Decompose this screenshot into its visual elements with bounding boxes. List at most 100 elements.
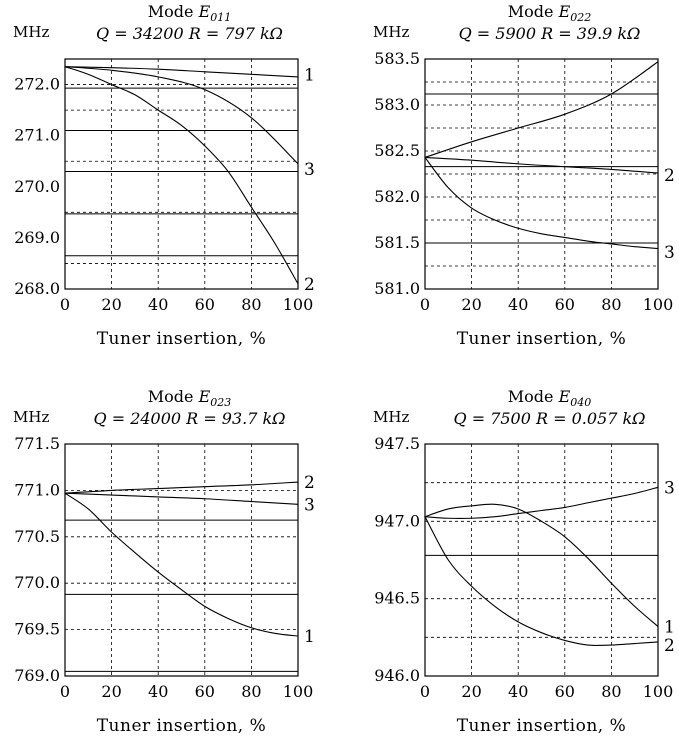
y-tick-label: 269.0	[14, 228, 60, 247]
chart-title-mode: E	[558, 2, 571, 21]
y-tick-label: 583.0	[374, 95, 420, 114]
y-axis-unit: MHz	[13, 408, 49, 426]
series-label: 3	[664, 243, 675, 263]
plot-frame	[424, 443, 659, 677]
x-tick-label: 40	[148, 682, 168, 701]
y-tick-label: 771.5	[14, 434, 60, 453]
series-label: 3	[304, 495, 315, 515]
x-tick-label: 20	[461, 682, 481, 701]
chart-title-subscript: 023	[210, 396, 231, 409]
x-tick-label: 100	[643, 682, 674, 701]
chart-title-prefix: Mode	[508, 387, 559, 406]
chart-title-mode: E	[198, 387, 211, 406]
y-tick-label: 268.0	[14, 279, 60, 298]
plot-frame	[64, 58, 299, 290]
y-tick-label: 770.5	[14, 527, 60, 546]
series-line-3	[424, 157, 659, 250]
y-axis-unit: MHz	[373, 23, 409, 41]
chart-title-prefix: Mode	[148, 2, 199, 21]
series-label: 2	[304, 275, 315, 295]
x-tick-label: 60	[195, 295, 215, 314]
y-tick-label: 946.0	[374, 666, 420, 685]
x-axis-label: Tuner insertion, %	[97, 329, 267, 349]
series-label: 2	[664, 166, 675, 186]
chart-title-subscript: 011	[210, 11, 231, 24]
y-tick-label: 270.0	[14, 177, 60, 196]
y-tick-label: 271.0	[14, 126, 60, 145]
y-tick-label: 582.5	[374, 141, 420, 160]
x-tick-label: 100	[283, 295, 314, 314]
series-line-unlabeled	[424, 61, 659, 158]
x-tick-label: 80	[601, 295, 621, 314]
x-axis-label: Tuner insertion, %	[457, 716, 627, 736]
chart-title: Mode E011	[148, 2, 232, 24]
chart-subtitle: Q = 24000 R = 93.7 kΩ	[94, 409, 286, 428]
y-tick-label: 581.0	[374, 279, 420, 298]
chart-subtitle: Q = 5900 R = 39.9 kΩ	[459, 24, 641, 43]
series-label: 1	[304, 65, 315, 85]
y-tick-label: 769.5	[14, 620, 60, 639]
x-tick-label: 0	[60, 295, 70, 314]
x-tick-label: 20	[461, 295, 481, 314]
x-tick-label: 40	[508, 295, 528, 314]
chart-title: Mode E022	[508, 2, 592, 24]
chart-title-prefix: Mode	[508, 2, 559, 21]
series-label: 1	[304, 627, 315, 647]
series-label: 3	[664, 478, 675, 498]
x-tick-label: 100	[283, 682, 314, 701]
chart-title-mode: E	[198, 2, 211, 21]
x-tick-label: 40	[148, 295, 168, 314]
y-tick-label: 771.0	[14, 480, 60, 499]
series-line-2	[64, 66, 299, 285]
series-line-2	[64, 481, 299, 494]
y-axis-unit: MHz	[13, 23, 49, 41]
chart-subtitle: Q = 34200 R = 797 kΩ	[96, 24, 283, 43]
chart-title-prefix: Mode	[148, 387, 199, 406]
plot-frame	[424, 58, 659, 290]
y-tick-label: 770.0	[14, 573, 60, 592]
series-line-3	[424, 486, 659, 519]
x-tick-label: 60	[195, 682, 215, 701]
series-label: 3	[304, 160, 315, 180]
chart-title: Mode E040	[508, 387, 592, 409]
series-line-2	[424, 156, 659, 174]
chart-title: Mode E023	[148, 387, 232, 409]
y-axis-unit: MHz	[373, 408, 409, 426]
series-label: 2	[664, 636, 675, 656]
x-tick-label: 80	[241, 295, 261, 314]
plot-frame	[64, 443, 299, 677]
x-tick-label: 100	[643, 295, 674, 314]
x-tick-label: 80	[601, 682, 621, 701]
y-tick-label: 583.5	[374, 49, 420, 68]
series-line-1	[64, 492, 299, 637]
x-tick-label: 0	[420, 295, 430, 314]
x-tick-label: 80	[241, 682, 261, 701]
x-tick-label: 40	[508, 682, 528, 701]
y-tick-label: 272.0	[14, 75, 60, 94]
y-tick-label: 582.0	[374, 187, 420, 206]
x-tick-label: 0	[60, 682, 70, 701]
series-label: 2	[304, 473, 315, 493]
series-line-1	[64, 66, 299, 78]
series-line-2	[424, 516, 659, 647]
chart-title-subscript: 040	[570, 396, 591, 409]
series-label: 1	[664, 618, 675, 638]
y-tick-label: 947.0	[374, 511, 420, 530]
x-tick-label: 20	[101, 682, 121, 701]
chart-title-mode: E	[558, 387, 571, 406]
series-line-3	[64, 492, 299, 505]
y-tick-label: 769.0	[14, 666, 60, 685]
x-axis-label: Tuner insertion, %	[97, 716, 267, 736]
x-tick-label: 60	[555, 682, 575, 701]
series-line-1	[424, 503, 659, 627]
y-tick-label: 946.5	[374, 589, 420, 608]
chart-title-subscript: 022	[570, 11, 591, 24]
series-line-3	[64, 66, 299, 165]
y-tick-label: 581.5	[374, 233, 420, 252]
x-tick-label: 20	[101, 295, 121, 314]
